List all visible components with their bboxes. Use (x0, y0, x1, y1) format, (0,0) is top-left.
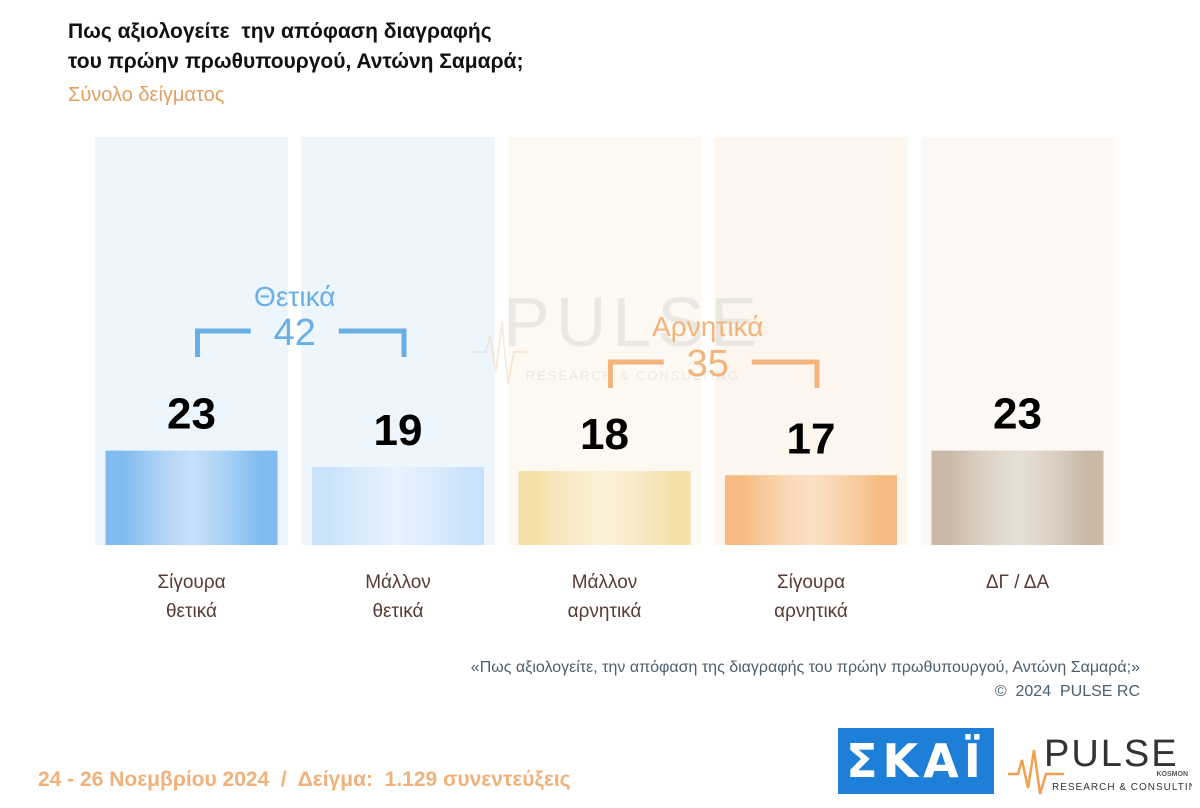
value-label-4: 17 (787, 414, 836, 463)
watermark-tagline: RESEARCH & CONSULTING (526, 368, 740, 383)
pulse-logo-brand: PULSE (1044, 733, 1179, 775)
bar-shading-2 (312, 467, 484, 545)
group-label-2: Αρνητικά (652, 311, 763, 342)
group-total-2: 35 (687, 343, 729, 385)
pulse-logo-sub: KOSMON (1157, 771, 1189, 778)
category-label-3: Μάλλον αρνητικά (520, 568, 690, 626)
copyright-text: © 2024 PULSE RC (994, 683, 1140, 700)
bar-shading-4 (725, 475, 897, 545)
bars (105, 450, 1104, 545)
value-label-1: 23 (167, 390, 216, 439)
category-label-line: Σίγουρα (157, 572, 226, 593)
category-label-line: ΔΓ / ΔΑ (985, 572, 1050, 593)
chart-title: Πως αξιολογείτε την απόφαση διαγραφής το… (68, 17, 628, 77)
category-label-line: Σίγουρα (776, 572, 846, 593)
category-label-4: Σίγουρα αρνητικά (726, 568, 896, 626)
bar-shading-5 (931, 450, 1104, 545)
pulse-logo-line (1008, 749, 1064, 795)
group-label-1: Θετικά (254, 281, 335, 312)
value-label-3: 18 (580, 410, 629, 459)
category-label-line: θετικά (165, 601, 218, 622)
group-total-1: 42 (274, 312, 316, 354)
skai-logo: ΣΚΑΪ (838, 728, 994, 794)
category-label-2: Μάλλον θετικά (313, 568, 483, 626)
category-label-line: αρνητικά (774, 601, 848, 622)
category-label-1: Σίγουρα θετικά (107, 568, 277, 626)
category-label-line: Μάλλον (571, 572, 638, 593)
chart-subtitle: Σύνολο δείγματος (68, 84, 225, 106)
category-label-line: Μάλλον (365, 572, 431, 593)
category-label-line: θετικά (372, 601, 424, 622)
bracket-left-2 (608, 359, 664, 388)
pulse-logo-tagline: RESEARCH & CONSULTING (1052, 782, 1192, 793)
category-label-line: αρνητικά (567, 601, 642, 622)
value-labels: 23 19 18 17 23 (167, 390, 1042, 464)
watermark-brand: PULSE (503, 283, 763, 361)
value-label-5: 23 (993, 390, 1042, 439)
value-label-2: 19 (374, 406, 423, 455)
bracket-left-1 (195, 328, 251, 357)
survey-info: 24 - 26 Νοεμβρίου 2024 / Δείγμα: 1.129 σ… (38, 768, 571, 791)
category-label-5: ΔΓ / ΔΑ (933, 568, 1103, 597)
pulse-logo: PULSE KOSMON RESEARCH & CONSULTING (1008, 733, 1192, 795)
title-line-1: Πως αξιολογείτε την απόφαση διαγραφής (68, 20, 492, 43)
question-footnote: «Πως αξιολογείτε, την απόφαση της διαγρα… (470, 659, 1140, 676)
watermark-pulse-line (474, 321, 528, 385)
pulse-watermark: PULSE RESEARCH & CONSULTING (474, 283, 763, 385)
bar-shading-1 (105, 450, 278, 545)
bracket-right-1 (338, 328, 407, 357)
bar-shading-3 (518, 471, 691, 545)
title-line-2: του πρώην πρωθυπουργού, Αντώνη Σαμαρά; (68, 50, 524, 73)
bracket-right-2 (751, 359, 820, 388)
